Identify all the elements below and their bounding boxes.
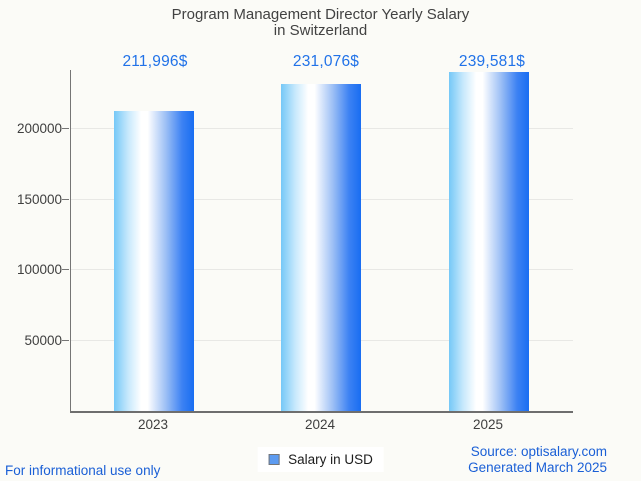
y-axis-tick-label: 100000: [16, 262, 62, 277]
bar-2023: [114, 111, 194, 411]
generated-text: Generated March 2025: [468, 460, 607, 475]
y-axis-tick-label: 150000: [16, 192, 62, 207]
x-axis-label-2025: 2025: [472, 417, 504, 432]
bar-value-label-2024: 231,076$: [292, 53, 360, 70]
chart-title: Program Management Director Yearly Salar…: [0, 7, 641, 39]
x-axis-label-2023: 2023: [137, 417, 169, 432]
plot-area: [62, 70, 573, 413]
bar-value-label-2025: 239,581$: [458, 53, 526, 70]
source-text: Source: optisalary.com: [470, 444, 607, 459]
chart-title-line1: Program Management Director Yearly Salar…: [171, 6, 470, 23]
chart-title-line2: in Switzerland: [273, 22, 368, 39]
bar-2024: [281, 84, 361, 411]
legend-label: Salary in USD: [288, 452, 373, 467]
y-axis-tick-label: 50000: [24, 333, 62, 348]
y-axis-tick-label: 200000: [16, 121, 62, 136]
bar-value-label-2023: 211,996$: [122, 53, 188, 70]
legend-marker-icon: [268, 454, 280, 465]
chart-legend: Salary in USD: [257, 447, 384, 472]
source-attribution: Source: optisalary.com Generated March 2…: [468, 444, 607, 476]
x-axis-label-2024: 2024: [304, 417, 336, 432]
disclaimer-text: For informational use only: [5, 463, 161, 478]
bar-2025: [449, 72, 529, 411]
